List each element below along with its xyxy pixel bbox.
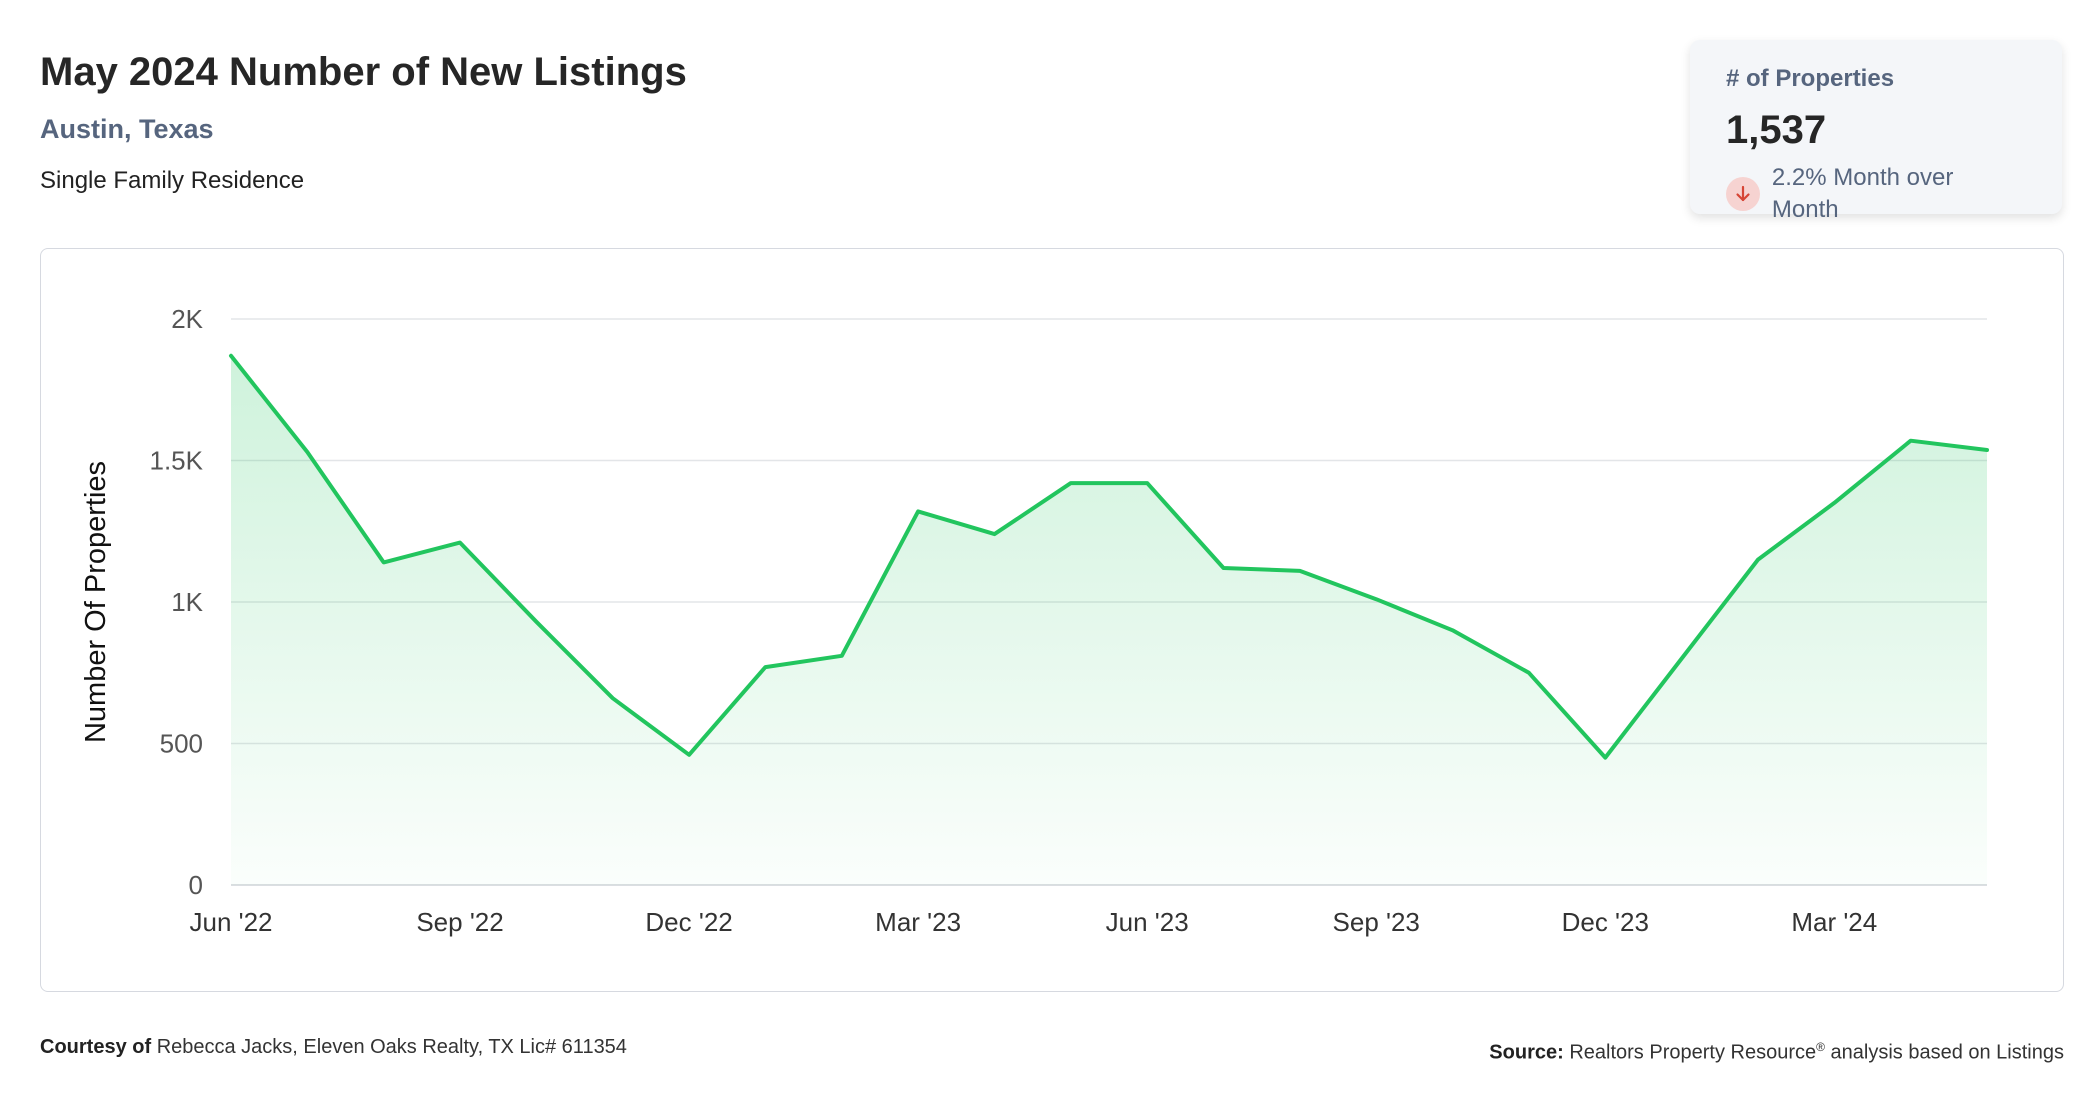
courtesy-text: Rebecca Jacks, Eleven Oaks Realty, TX Li… bbox=[156, 1036, 627, 1058]
x-tick-label: Jun '22 bbox=[189, 907, 272, 937]
stat-value: 1,537 bbox=[1726, 108, 1827, 152]
source-text-rest: analysis based on Listings bbox=[1824, 1041, 2065, 1064]
page-title: May 2024 Number of New Listings bbox=[40, 50, 687, 94]
x-tick-label: Sep '23 bbox=[1333, 907, 1420, 937]
y-tick-label: 2K bbox=[171, 304, 203, 334]
series-line bbox=[229, 353, 1989, 760]
x-tick-label: Jun '23 bbox=[1106, 907, 1189, 937]
y-tick-label: 0 bbox=[189, 870, 203, 900]
y-tick-label: 1.5K bbox=[150, 446, 204, 476]
source-label: Source: bbox=[1489, 1041, 1564, 1064]
x-tick-label: Mar '24 bbox=[1791, 907, 1877, 937]
report-header: May 2024 Number of New Listings Austin, … bbox=[40, 44, 687, 196]
y-tick-label: 1K bbox=[171, 587, 203, 617]
property-type-label: Single Family Residence bbox=[40, 167, 305, 194]
source-text: Realtors Property Resource bbox=[1569, 1041, 1817, 1064]
stat-change-text: 2.2% Month over Month bbox=[1771, 164, 1954, 223]
stat-change: 2.2% Month over Month bbox=[1726, 162, 2026, 226]
x-tick-label: Mar '23 bbox=[875, 907, 961, 937]
stat-card: # of Properties 1,537 2.2% Month over Mo… bbox=[1690, 40, 2062, 223]
stat-label: # of Properties bbox=[1726, 65, 1895, 92]
courtesy-footer: Courtesy of Rebecca Jacks, Eleven Oaks R… bbox=[40, 1034, 627, 1060]
listings-chart: 0 500 1K 1.5K 2K Jun '22 Sep '22 Dec '22 Mar '23… bbox=[80, 304, 1989, 937]
x-tick-label: Dec '23 bbox=[1562, 907, 1649, 937]
series-area bbox=[231, 355, 1987, 885]
source-footer: Source: Realtors Property Resource® anal… bbox=[1489, 1034, 2064, 1066]
registered-mark: ® bbox=[1816, 1040, 1825, 1054]
courtesy-label: Courtesy of bbox=[40, 1036, 152, 1058]
y-axis-label: Number Of Properties bbox=[80, 461, 112, 743]
chart-container: 0 500 1K 1.5K 2K Jun '22 Sep '22 Dec '22 Mar '23… bbox=[40, 248, 2064, 992]
y-tick-label: 500 bbox=[160, 729, 203, 759]
x-tick-label: Sep '22 bbox=[416, 907, 503, 937]
x-tick-label: Dec '22 bbox=[645, 907, 732, 937]
location-label: Austin, Texas bbox=[40, 114, 214, 144]
arrow-down-icon bbox=[1726, 177, 1760, 211]
